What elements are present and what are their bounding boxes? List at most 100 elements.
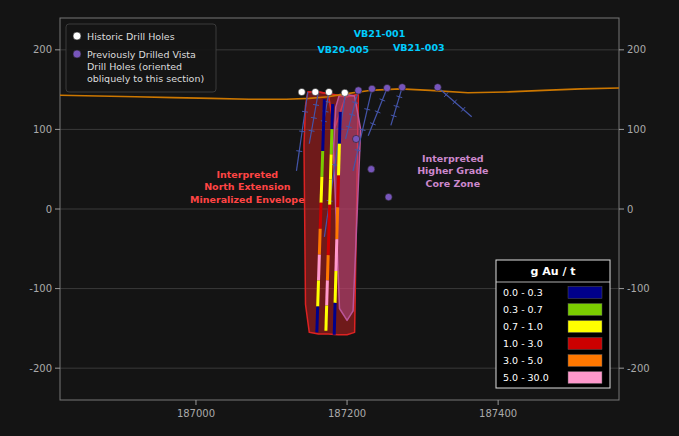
assay-interval bbox=[318, 229, 322, 255]
y-tick bbox=[55, 129, 60, 130]
color-key-box bbox=[496, 260, 610, 388]
color-key-label: 0.3 - 0.7 bbox=[503, 304, 543, 315]
assay-interval bbox=[338, 112, 342, 144]
y2-tick-label: 200 bbox=[627, 44, 646, 55]
drill-tick bbox=[313, 104, 319, 105]
chart: 187000187200187400-200-1000100200-200-10… bbox=[0, 0, 679, 436]
assay-interval bbox=[320, 151, 324, 177]
drill-hole bbox=[296, 92, 307, 171]
assay-interval bbox=[320, 177, 324, 203]
text-line: Interpreted bbox=[422, 153, 484, 164]
annotation: VB21-001 bbox=[354, 28, 406, 39]
assay-interval bbox=[334, 271, 338, 303]
drill-collar bbox=[383, 84, 390, 91]
color-key-label: 0.7 - 1.0 bbox=[503, 321, 543, 332]
drill-tick bbox=[355, 150, 361, 151]
color-key-label: 3.0 - 5.0 bbox=[503, 355, 543, 366]
color-key-swatch bbox=[568, 355, 602, 367]
assay-interval bbox=[336, 176, 340, 208]
text-line: Previously Drilled Vista bbox=[87, 49, 196, 60]
y-tick bbox=[55, 368, 60, 369]
drill-tick bbox=[444, 92, 448, 97]
assay-interval bbox=[327, 230, 331, 255]
text-line: VB21-001 bbox=[354, 28, 406, 39]
assay-interval bbox=[328, 180, 332, 205]
y-tick bbox=[55, 288, 60, 289]
x-tick-label: 187200 bbox=[328, 408, 366, 419]
text-line: Higher Grade bbox=[417, 165, 488, 176]
drill-tick bbox=[349, 114, 355, 116]
text-line: VB21-003 bbox=[393, 42, 445, 53]
drill-collar bbox=[312, 88, 319, 95]
color-key-swatch bbox=[568, 338, 602, 350]
drill-hole bbox=[324, 93, 345, 237]
x-tick bbox=[195, 400, 196, 405]
y2-tick-label: 0 bbox=[627, 204, 633, 215]
color-key-swatch bbox=[568, 304, 602, 316]
plot-frame bbox=[60, 18, 619, 400]
zone-polygon bbox=[333, 94, 360, 320]
drill-tick bbox=[364, 109, 370, 110]
drill-collar bbox=[385, 193, 392, 200]
y-tick-label: -100 bbox=[29, 283, 52, 294]
y2-tick bbox=[619, 288, 624, 289]
drill-hole bbox=[368, 88, 387, 136]
assay-interval bbox=[326, 255, 330, 280]
drill-tick bbox=[370, 123, 376, 125]
y2-tick bbox=[619, 49, 624, 50]
annotation: VB21-003 bbox=[393, 42, 445, 53]
drill-tick bbox=[309, 130, 315, 131]
color-key-swatch bbox=[568, 372, 602, 384]
text-line: North Extension bbox=[204, 181, 291, 192]
y2-tick-label: 100 bbox=[627, 124, 646, 135]
drill-collar bbox=[353, 135, 360, 142]
text-line: obliquely to this section) bbox=[87, 73, 204, 84]
color-key-label: 5.0 - 30.0 bbox=[503, 372, 549, 383]
drill-collar bbox=[355, 87, 362, 94]
x-tick-label: 187400 bbox=[479, 408, 517, 419]
drill-tick bbox=[396, 96, 402, 98]
legend: Historic Drill Holes Previously Drilled V… bbox=[66, 24, 216, 92]
color-key-label: 0.0 - 0.3 bbox=[503, 287, 543, 298]
drill-tick bbox=[346, 126, 352, 128]
y-tick bbox=[55, 49, 60, 50]
drill-tick bbox=[311, 117, 317, 118]
drill-collar bbox=[399, 84, 406, 91]
assay-interval bbox=[325, 280, 329, 305]
assay-interval bbox=[315, 306, 319, 332]
drill-tick bbox=[380, 99, 386, 101]
y2-tick bbox=[619, 368, 624, 369]
plot-marks bbox=[60, 84, 619, 335]
drill-hole bbox=[346, 90, 359, 139]
drill-hole bbox=[309, 92, 318, 144]
y-tick-label: -200 bbox=[29, 363, 52, 374]
color-key: g Au / t 0.0 - 0.3 0.3 - 0.7 0.7 - 1.0 1.0 -… bbox=[496, 260, 610, 388]
drill-tick bbox=[394, 105, 400, 107]
drill-collar bbox=[368, 166, 375, 173]
text-line: Historic Drill Holes bbox=[87, 31, 175, 42]
x-tick bbox=[498, 400, 499, 405]
drill-hole bbox=[391, 87, 402, 125]
color-key-label: 1.0 - 3.0 bbox=[503, 338, 543, 349]
background bbox=[0, 0, 679, 436]
assay-interval bbox=[322, 99, 326, 125]
y-tick-label: 200 bbox=[33, 44, 52, 55]
assay-interval bbox=[333, 303, 337, 335]
text-line: Core Zone bbox=[426, 178, 481, 189]
y-tick bbox=[55, 209, 60, 210]
legend-label: Historic Drill Holes bbox=[87, 31, 175, 42]
text-line: VB20-005 bbox=[317, 44, 369, 55]
drill-collar bbox=[298, 88, 305, 95]
color-key-swatch bbox=[568, 287, 602, 299]
color-key-rule bbox=[496, 282, 610, 283]
color-key-swatch bbox=[568, 321, 602, 333]
drill-tick bbox=[375, 111, 381, 113]
legend-box bbox=[66, 24, 216, 92]
assay-interval bbox=[334, 239, 338, 271]
drill-collar bbox=[341, 89, 348, 96]
assay-interval bbox=[321, 125, 325, 151]
drill-collar bbox=[325, 88, 332, 95]
color-key-title: g Au / t bbox=[531, 265, 576, 278]
drill-tick bbox=[391, 115, 397, 117]
annotation: InterpretedNorth ExtensionMineralized En… bbox=[190, 169, 305, 205]
